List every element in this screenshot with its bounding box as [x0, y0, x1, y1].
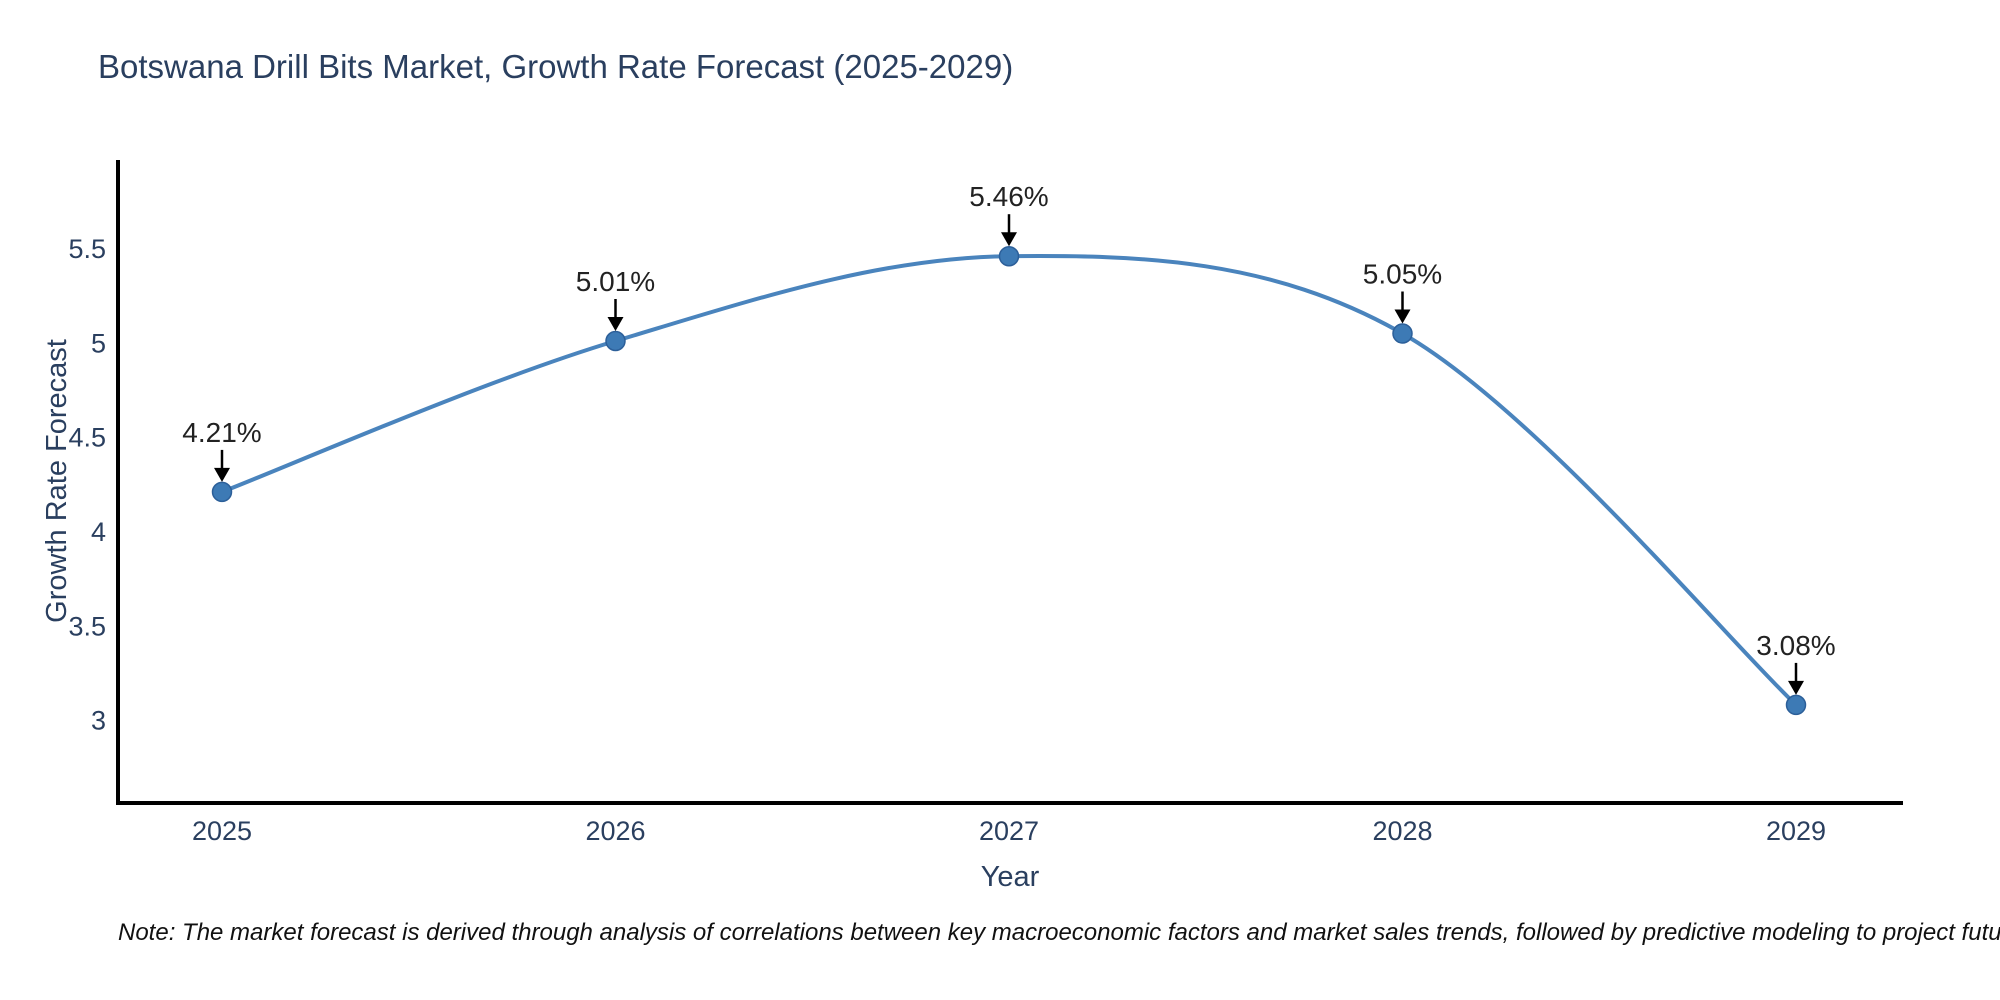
data-point-marker — [211, 481, 233, 503]
annotation-arrow-head-icon — [1394, 309, 1411, 324]
x-tick-label: 2028 — [1372, 816, 1432, 846]
data-point-label: 4.21% — [182, 417, 261, 448]
data-point-marker — [1392, 323, 1413, 344]
footnote: Note: The market forecast is derived thr… — [118, 919, 2000, 946]
annotation-arrow-head-icon — [214, 467, 230, 482]
forecast-line — [220, 254, 1798, 707]
x-tick-label: 2029 — [1766, 816, 1826, 846]
annotation-arrow-head-icon — [607, 317, 624, 331]
data-point-label: 5.46% — [969, 181, 1048, 212]
data-point-marker — [1785, 694, 1807, 716]
y-axis-tick-labels: 3 3.5 4 4.5 5 5.5 — [68, 234, 106, 735]
x-tick-label: 2026 — [585, 816, 645, 846]
y-tick-label: 4.5 — [68, 423, 106, 453]
data-point-label: 5.05% — [1363, 259, 1442, 290]
y-tick-label: 5.5 — [68, 234, 106, 264]
annotation-arrow-head-icon — [1788, 680, 1804, 695]
y-tick-label: 4 — [91, 517, 106, 547]
y-tick-label: 5 — [91, 328, 106, 358]
x-tick-label: 2027 — [979, 816, 1039, 846]
data-point-annotations: 4.21% 5.01% 5.46% 5.05% 3.08% — [182, 181, 1836, 695]
x-axis-title: Year — [981, 861, 1040, 893]
y-axis-title: Growth Rate Forecast — [41, 339, 73, 623]
chart-title: Botswana Drill Bits Market, Growth Rate … — [98, 48, 1013, 85]
annotation-arrow-head-icon — [1001, 232, 1017, 247]
data-point-marker — [605, 330, 626, 352]
y-tick-label: 3 — [91, 706, 106, 736]
data-point-label: 5.01% — [576, 266, 655, 297]
data-point-label: 3.08% — [1756, 630, 1835, 661]
y-tick-label: 3.5 — [68, 611, 106, 641]
x-axis-tick-labels: 2025 2026 2027 2028 2029 — [192, 816, 1826, 846]
x-tick-label: 2025 — [192, 816, 252, 846]
data-point-marker — [998, 245, 1020, 267]
data-point-markers — [211, 245, 1807, 716]
